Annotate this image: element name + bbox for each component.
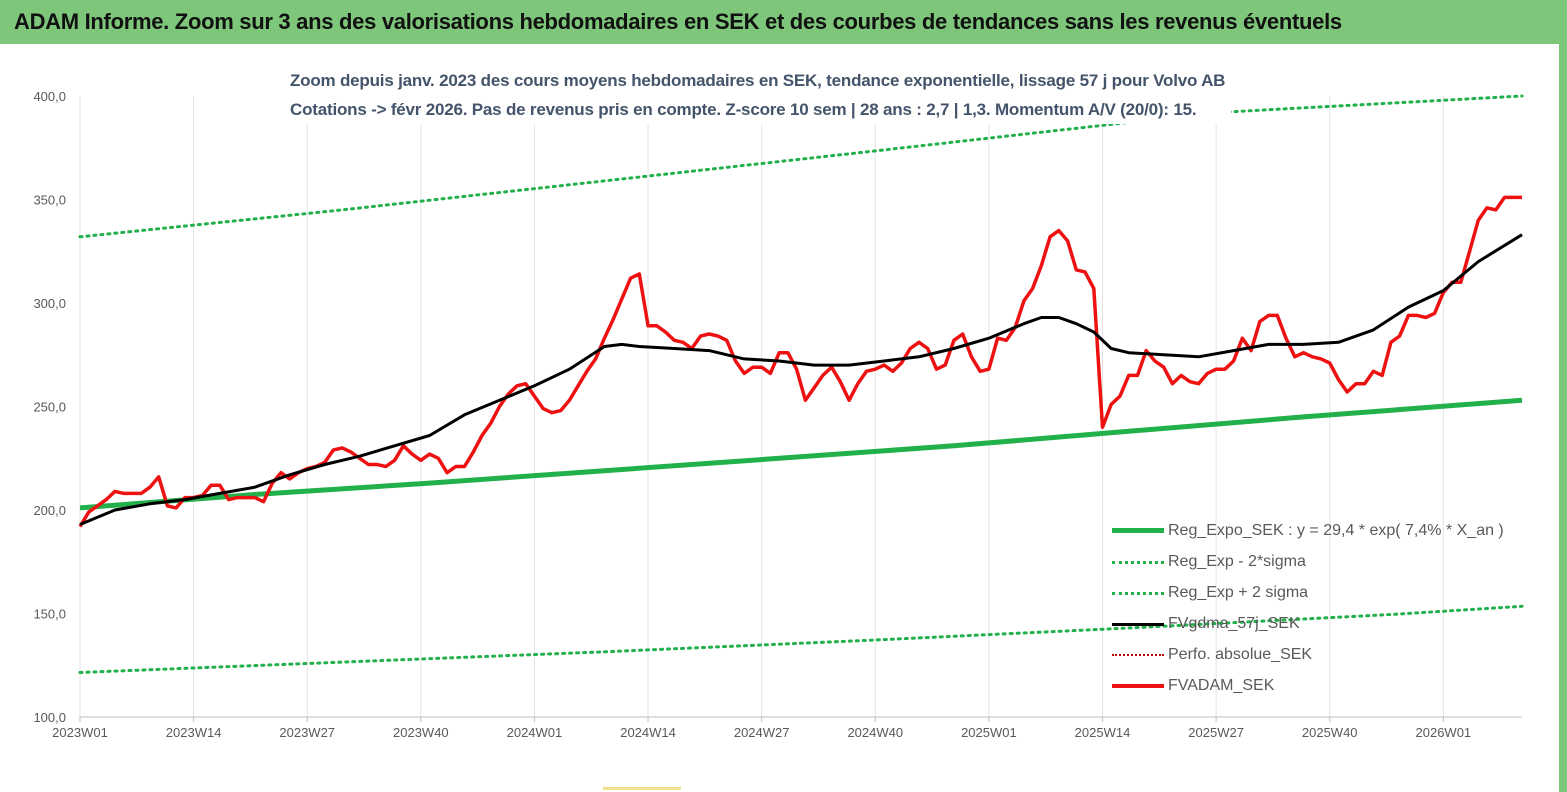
legend-swatch-reg-plus [1112,585,1164,601]
legend-swatch-fvadam [1112,678,1164,694]
y-tick-label: 250,0 [33,400,66,415]
x-tick-label: 2025W40 [1302,725,1358,740]
legend-label-fvadam: FVADAM_SEK [1168,676,1275,694]
right-frame-border [1559,44,1567,792]
legend-swatch-perfo [1112,647,1164,663]
series-line-fvadam [78,195,1522,528]
x-tick-label: 2025W01 [961,725,1017,740]
axes: 2023W01 2023W14 2023W27 2023W40 2024W01 2024W… [33,89,1522,740]
legend-item-reg-expo: Reg_Expo_SEK : y = 29,4 * exp( 7,4% * X_… [1112,515,1504,546]
x-tick-label: 2025W27 [1188,725,1244,740]
series-layer [78,94,1524,674]
chart-legend: Reg_Expo_SEK : y = 29,4 * exp( 7,4% * X_… [1112,515,1504,701]
x-tick-label: 2024W40 [847,725,903,740]
legend-item-fvgdma: FVgdma_57j_SEK [1112,608,1504,639]
x-tick-label: 2023W14 [166,725,222,740]
x-tick-label: 2023W27 [279,725,335,740]
chart-subtitle-line-2: Cotations -> févr 2026. Pas de revenus p… [290,100,1197,119]
bottom-mark [603,787,681,790]
y-tick-label: 150,0 [33,607,66,622]
legend-swatch-reg-expo [1112,523,1164,539]
x-tick-label: 2026W01 [1416,725,1472,740]
legend-label-fvgdma: FVgdma_57j_SEK [1168,614,1300,632]
x-tick-label: 2023W01 [52,725,108,740]
x-tick-label: 2024W14 [620,725,676,740]
series-line-reg-plus [78,94,1524,239]
legend-item-fvadam: FVADAM_SEK [1112,670,1504,701]
legend-label-reg-plus: Reg_Exp + 2 sigma [1168,583,1309,601]
x-tick-label: 2024W01 [507,725,563,740]
x-tick-label: 2024W27 [734,725,790,740]
legend-item-reg-minus: Reg_Exp - 2*sigma [1112,546,1504,577]
y-tick-label: 400,0 [33,89,66,104]
series-line-fvgdma [79,233,1523,526]
chart-subtitle-line-1: Zoom depuis janv. 2023 des cours moyens … [290,71,1226,90]
title-bar: ADAM Informe. Zoom sur 3 ans des valoris… [0,0,1567,44]
legend-swatch-reg-minus [1112,554,1164,570]
legend-label-perfo: Perfo. absolue_SEK [1168,645,1313,663]
legend-swatch-fvgdma [1112,616,1164,632]
chart-subtitle: Zoom depuis janv. 2023 des cours moyens … [290,66,1232,124]
x-tick-label: 2025W14 [1075,725,1131,740]
series-line-reg-minus [78,604,1524,674]
legend-item-perfo: Perfo. absolue_SEK [1112,639,1504,670]
y-tick-label: 300,0 [33,296,66,311]
y-tick-label: 100,0 [33,710,66,725]
y-tick-label: 200,0 [33,503,66,518]
legend-label-reg-minus: Reg_Exp - 2*sigma [1168,552,1306,570]
legend-item-reg-plus: Reg_Exp + 2 sigma [1112,577,1504,608]
x-tick-label: 2023W40 [393,725,449,740]
page-title: ADAM Informe. Zoom sur 3 ans des valoris… [14,9,1342,34]
gridlines [79,96,1444,717]
y-tick-label: 350,0 [33,193,66,208]
legend-label-reg-expo: Reg_Expo_SEK : y = 29,4 * exp( 7,4% * X_… [1168,521,1504,539]
series-line-reg-expo [79,397,1523,511]
